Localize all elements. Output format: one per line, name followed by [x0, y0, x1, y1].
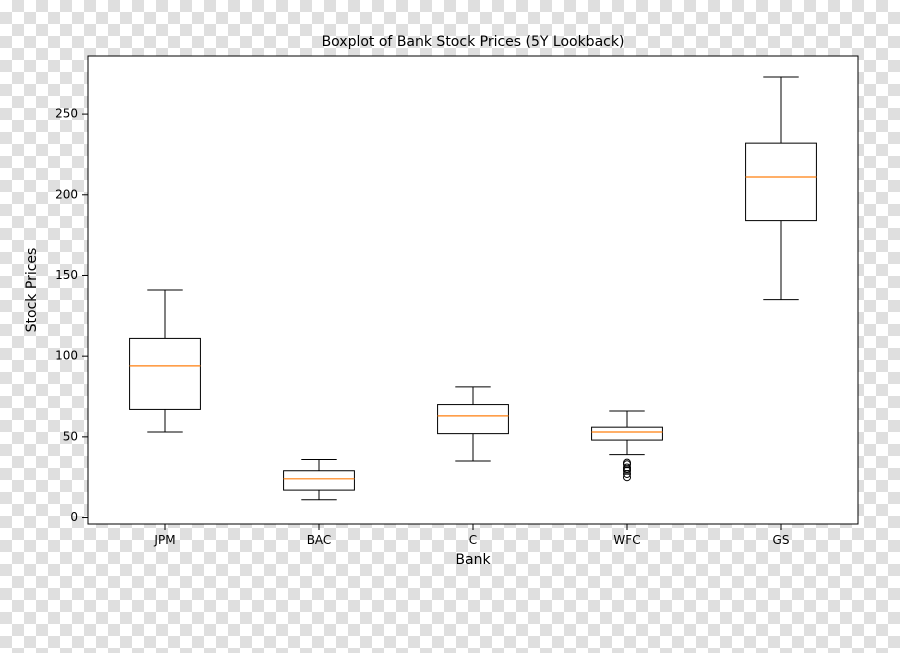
y-tick-label: 200 [55, 187, 78, 201]
y-tick-label: 100 [55, 349, 78, 363]
boxplot-chart: 0 50 100 150 200 250 Stock Prices JPM BAC C WFC GS B… [0, 0, 900, 653]
x-tick-label: JPM [153, 533, 175, 547]
x-ticks: JPM BAC C WFC GS [153, 524, 789, 547]
x-tick-label: WFC [613, 533, 640, 547]
x-tick-label: C [469, 533, 477, 547]
y-tick-label: 250 [55, 107, 78, 121]
y-tick-label: 50 [63, 429, 78, 443]
chart-title: Boxplot of Bank Stock Prices (5Y Lookbac… [322, 34, 625, 50]
x-axis-label: Bank [455, 552, 491, 568]
y-tick-label: 150 [55, 268, 78, 282]
chart-stage: 0 50 100 150 200 250 Stock Prices JPM BAC C WFC GS B… [0, 0, 900, 653]
x-tick-label: GS [773, 533, 790, 547]
y-ticks: 0 50 100 150 200 250 [55, 107, 88, 524]
y-tick-label: 0 [70, 510, 78, 524]
x-tick-label: BAC [307, 533, 332, 547]
y-axis-label: Stock Prices [24, 248, 40, 333]
